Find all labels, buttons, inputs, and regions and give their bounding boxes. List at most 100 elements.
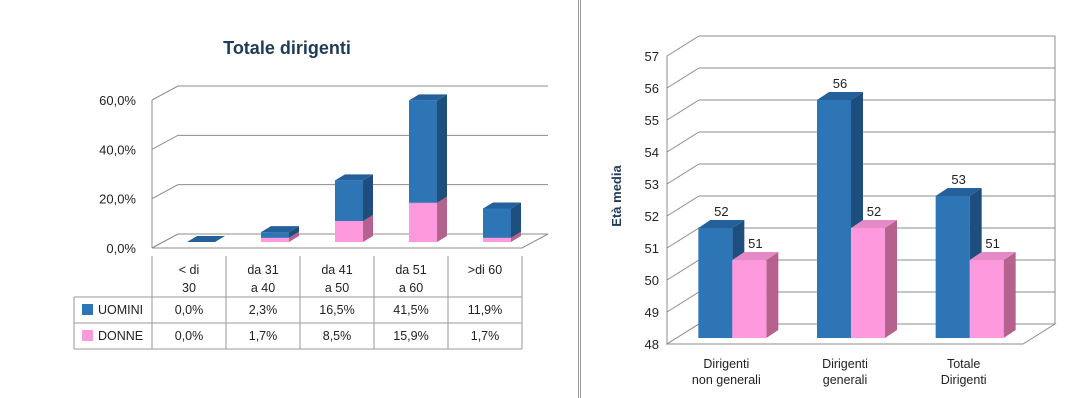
table-cell: 15,9% bbox=[393, 329, 428, 343]
y-tick-label: 51 bbox=[645, 241, 659, 256]
bar-s1-0-top bbox=[732, 252, 779, 260]
data-label: 51 bbox=[748, 236, 762, 251]
y-tick-label: 50 bbox=[645, 273, 659, 288]
y-tick-label: 54 bbox=[645, 145, 659, 160]
gridline bbox=[666, 99, 1055, 121]
bar-s1-0 bbox=[732, 260, 767, 338]
bar-uomini-2-side bbox=[363, 174, 373, 222]
data-label: 56 bbox=[833, 76, 847, 91]
category-label-line2: a 50 bbox=[325, 281, 349, 295]
y-tick-label: 49 bbox=[645, 305, 659, 320]
table-cell: 0,0% bbox=[175, 329, 204, 343]
bar-uomini-2-top bbox=[335, 174, 373, 181]
table-cell: 41,5% bbox=[393, 303, 428, 317]
y-tick-label: 52 bbox=[645, 209, 659, 224]
bar-s0-0-top bbox=[698, 220, 745, 228]
bar-uomini-4-top bbox=[483, 202, 521, 209]
category-label: Dirigenti bbox=[822, 357, 868, 371]
bar-s0-2-top bbox=[935, 188, 982, 196]
bar-s0-1-top bbox=[817, 92, 863, 100]
bar-s1-1-side bbox=[885, 220, 897, 338]
bar-s0-0 bbox=[698, 228, 733, 338]
bar-donne-2-side bbox=[363, 215, 373, 242]
category-label: Totale bbox=[947, 357, 980, 371]
y-tick-label: 40,0% bbox=[99, 142, 136, 157]
clustered-bar-chart: Età media 48 49 50 51 52 53 54 55 56 57 52 51 Dirige… bbox=[609, 35, 1057, 387]
stacked-bar-chart: Totale dirigenti 0,0% 20,0% 40,0% 60,0% < di… bbox=[73, 38, 549, 350]
bar-donne-3 bbox=[409, 202, 437, 242]
table-cell: 11,9% bbox=[468, 303, 503, 317]
bar-flat-0 bbox=[187, 236, 225, 242]
category-label-line2: generali bbox=[823, 373, 867, 387]
bar-s0-1 bbox=[817, 100, 851, 338]
bar-uomini-3 bbox=[409, 100, 437, 203]
bar-s1-0-side bbox=[766, 252, 779, 338]
bar-uomini-4-side bbox=[511, 202, 521, 238]
bar-s1-1 bbox=[851, 228, 885, 338]
y-tick-label: 57 bbox=[645, 49, 659, 64]
plot-area: 0,0% 20,0% 40,0% 60,0% bbox=[99, 85, 549, 256]
bar-donne-2 bbox=[335, 221, 363, 242]
bar-donne-4 bbox=[483, 237, 511, 242]
plot-area: 48 49 50 51 52 53 54 55 56 57 52 51 Dirigenti non gen… bbox=[645, 35, 1057, 387]
data-label: 53 bbox=[951, 172, 965, 187]
category-label-line2: a 40 bbox=[251, 281, 275, 295]
bar-donne-1 bbox=[261, 237, 289, 242]
bar-s1-2-top bbox=[969, 252, 1016, 260]
category-label: < di bbox=[179, 263, 200, 277]
table-cell: 16,5% bbox=[319, 303, 354, 317]
category-label: da 41 bbox=[321, 263, 352, 277]
bar-s1-1-top bbox=[851, 220, 897, 228]
bar-uomini-1 bbox=[261, 232, 289, 238]
category-label: da 51 bbox=[395, 263, 426, 277]
bar-uomini-3-top bbox=[409, 94, 447, 101]
legend-swatch bbox=[82, 304, 93, 315]
bar-uomini-2 bbox=[335, 180, 363, 222]
bar-s0-2 bbox=[935, 196, 970, 338]
y-tick-label: 0,0% bbox=[106, 241, 136, 256]
category-label-line2: 30 bbox=[182, 281, 196, 295]
bar-donne-3-side bbox=[437, 196, 447, 242]
y-tick-label: 48 bbox=[645, 337, 659, 352]
left-chart-panel: Totale dirigenti 0,0% 20,0% 40,0% 60,0% < di… bbox=[73, 0, 579, 398]
bar-s1-2 bbox=[969, 260, 1004, 338]
category-label-line2: non generali bbox=[692, 373, 761, 387]
gridline bbox=[666, 35, 1055, 57]
gridline bbox=[151, 85, 548, 101]
bar-uomini-4 bbox=[483, 208, 511, 238]
category-label-line2: Dirigenti bbox=[941, 373, 987, 387]
y-tick-label: 56 bbox=[645, 81, 659, 96]
y-tick-label: 55 bbox=[645, 113, 659, 128]
bar-uomini-3-side bbox=[437, 94, 447, 203]
y-tick-label: 60,0% bbox=[99, 93, 136, 108]
right-chart-panel: Età media 48 49 50 51 52 53 54 55 56 57 52 51 Dirige… bbox=[580, 0, 1081, 398]
category-label-line2: a 60 bbox=[399, 281, 423, 295]
legend-swatch bbox=[82, 330, 93, 341]
gridline bbox=[666, 131, 1055, 153]
legend-label: DONNE bbox=[98, 329, 143, 343]
category-label: >di 60 bbox=[468, 263, 502, 277]
y-tick-label: 20,0% bbox=[99, 192, 136, 207]
data-label: 51 bbox=[985, 236, 999, 251]
table-cell: 1,7% bbox=[249, 329, 278, 343]
bar-uomini-1-side bbox=[289, 226, 299, 238]
y-tick-label: 53 bbox=[645, 177, 659, 192]
gridline bbox=[666, 67, 1055, 89]
data-label: 52 bbox=[714, 204, 728, 219]
table-cell: 0,0% bbox=[175, 303, 204, 317]
legend-label: UOMINI bbox=[98, 303, 143, 317]
gridline bbox=[151, 134, 548, 150]
data-label: 52 bbox=[867, 204, 881, 219]
category-label: Dirigenti bbox=[703, 357, 749, 371]
category-label: da 31 bbox=[247, 263, 278, 277]
table-cell: 2,3% bbox=[249, 303, 278, 317]
bar-donne-4-side bbox=[511, 231, 521, 242]
table-cell: 1,7% bbox=[471, 329, 500, 343]
gridline bbox=[666, 163, 1055, 185]
bar-s1-2-side bbox=[1003, 252, 1016, 338]
bar-uomini-1-top bbox=[261, 226, 299, 233]
y-axis-label: Età media bbox=[609, 165, 624, 227]
chart-title: Totale dirigenti bbox=[223, 38, 351, 58]
bar-donne-1-side bbox=[289, 231, 299, 242]
table-cell: 8,5% bbox=[323, 329, 352, 343]
